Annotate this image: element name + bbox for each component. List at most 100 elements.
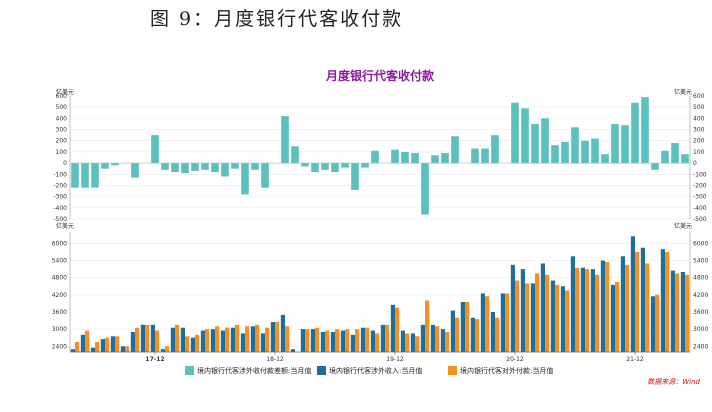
receipts-bar <box>600 260 605 352</box>
payments-bar <box>265 327 270 352</box>
upper-right-tick: 500 <box>693 104 705 111</box>
net-balance-bar <box>211 163 219 173</box>
net-balance-bar <box>531 123 539 164</box>
upper-left-tick: 200 <box>56 138 68 145</box>
net-balance-bar <box>621 125 629 164</box>
payments-bar <box>525 283 530 352</box>
receipts-bar <box>320 332 325 352</box>
receipts-bar <box>570 256 575 352</box>
payments-bar <box>365 327 370 352</box>
payments-bar <box>305 329 310 352</box>
net-balance-bar <box>451 136 459 164</box>
payments-bar <box>195 334 200 352</box>
net-balance-bar <box>321 163 329 170</box>
lower-left-tick: 4200 <box>52 292 67 299</box>
upper-right-tick: 200 <box>693 138 705 145</box>
net-balance-bar <box>521 108 529 164</box>
upper-panel: 600 600 500 500 400 400 300 300 200 200 100 100 0 0 -1… <box>53 93 706 223</box>
receipts-bar <box>300 329 305 352</box>
legend-swatch-payments <box>448 366 457 375</box>
x-axis: 17-12 18-12 19-12 20-12 21-12 <box>145 352 644 363</box>
upper-left-tick: 100 <box>56 149 68 156</box>
payments-bar <box>145 324 150 352</box>
receipts-bar <box>280 314 285 352</box>
payments-bar <box>585 269 590 352</box>
payments-bar <box>385 324 390 352</box>
net-balance-bar <box>511 102 519 164</box>
upper-right-tick: 100 <box>693 149 705 156</box>
receipts-bar <box>80 334 85 352</box>
net-balance-bar <box>431 155 439 164</box>
net-balance-bar <box>571 127 579 164</box>
receipts-bar <box>90 347 95 352</box>
net-balance-bar <box>181 163 189 174</box>
receipts-bar <box>460 302 465 352</box>
upper-right-tick: 0 <box>693 160 697 167</box>
net-balance-bar <box>601 154 609 164</box>
upper-left-tick: -400 <box>53 205 67 212</box>
x-tick-label: 19-12 <box>386 356 404 363</box>
receipts-bar <box>150 324 155 352</box>
payments-bar <box>475 319 480 352</box>
net-balance-bar <box>561 141 569 164</box>
receipts-bar <box>340 330 345 352</box>
upper-right-tick: -100 <box>693 171 707 178</box>
payments-bar <box>285 326 290 352</box>
receipts-bar <box>500 293 505 352</box>
payments-bar <box>675 273 680 352</box>
payments-bar <box>275 322 280 352</box>
payments-bar <box>535 273 540 352</box>
net-balance-bar <box>591 138 599 164</box>
x-tick-label: 18-12 <box>266 356 284 363</box>
x-tick-label: 21-12 <box>626 356 644 363</box>
receipts-bar <box>210 329 215 352</box>
receipts-bar <box>350 334 355 352</box>
net-balance-bar <box>151 135 159 164</box>
upper-left-tick: 0 <box>63 160 67 167</box>
net-balance-bar <box>111 163 119 166</box>
receipts-bar <box>670 270 675 352</box>
upper-right-tick: 600 <box>693 93 705 100</box>
receipts-bar <box>540 263 545 352</box>
net-balance-bar <box>651 163 659 170</box>
receipts-bar <box>610 284 615 352</box>
legend: 境内银行代客涉外收付款差额:当月值 境内银行代客涉外收入:当月值 境内银行代客对… <box>185 366 553 375</box>
net-balance-bar <box>631 102 639 164</box>
payments-bar <box>135 327 140 352</box>
figure-caption: 图 9：月度银行代客收付款 <box>150 8 404 30</box>
receipts-bar <box>550 280 555 352</box>
receipts-bar <box>510 264 515 352</box>
net-balance-bar <box>681 154 689 164</box>
upper-right-tick: 300 <box>693 127 705 134</box>
receipts-bar <box>170 327 175 352</box>
net-balance-bar <box>361 163 369 168</box>
receipts-bar <box>420 324 425 352</box>
net-balance-bar <box>471 148 479 164</box>
lower-left-tick: 4800 <box>52 275 67 282</box>
payments-bar <box>335 329 340 352</box>
receipts-bar <box>450 310 455 352</box>
receipts-bar <box>490 312 495 352</box>
receipts-bar <box>380 324 385 352</box>
lower-left-tick: 2400 <box>52 343 67 350</box>
net-balance-bar <box>481 148 489 164</box>
receipts-bar <box>100 339 105 352</box>
net-balance-bar <box>131 163 139 178</box>
receipts-bar <box>270 322 275 352</box>
receipts-bar <box>240 333 245 352</box>
payments-bar <box>665 252 670 352</box>
net-balance-bar <box>221 163 229 177</box>
net-balance-bar <box>251 163 259 170</box>
net-balance-bar <box>551 145 559 164</box>
net-balance-bar <box>161 163 169 170</box>
payments-bar <box>685 274 690 352</box>
net-balance-bar <box>661 150 669 164</box>
receipts-bar <box>620 256 625 352</box>
net-balance-bar <box>201 163 209 170</box>
upper-left-tick: 300 <box>56 127 68 134</box>
lower-right-tick: 3000 <box>693 326 708 333</box>
lower-right-unit: 亿美元 <box>674 222 692 230</box>
receipts-bar <box>180 327 185 352</box>
lower-left-unit: 亿美元 <box>56 222 74 230</box>
payments-bar <box>185 336 190 352</box>
